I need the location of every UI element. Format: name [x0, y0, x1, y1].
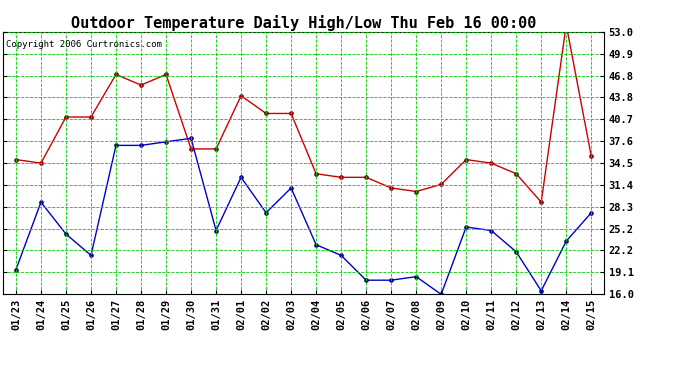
Text: Copyright 2006 Curtronics.com: Copyright 2006 Curtronics.com	[6, 40, 162, 49]
Title: Outdoor Temperature Daily High/Low Thu Feb 16 00:00: Outdoor Temperature Daily High/Low Thu F…	[71, 15, 536, 31]
